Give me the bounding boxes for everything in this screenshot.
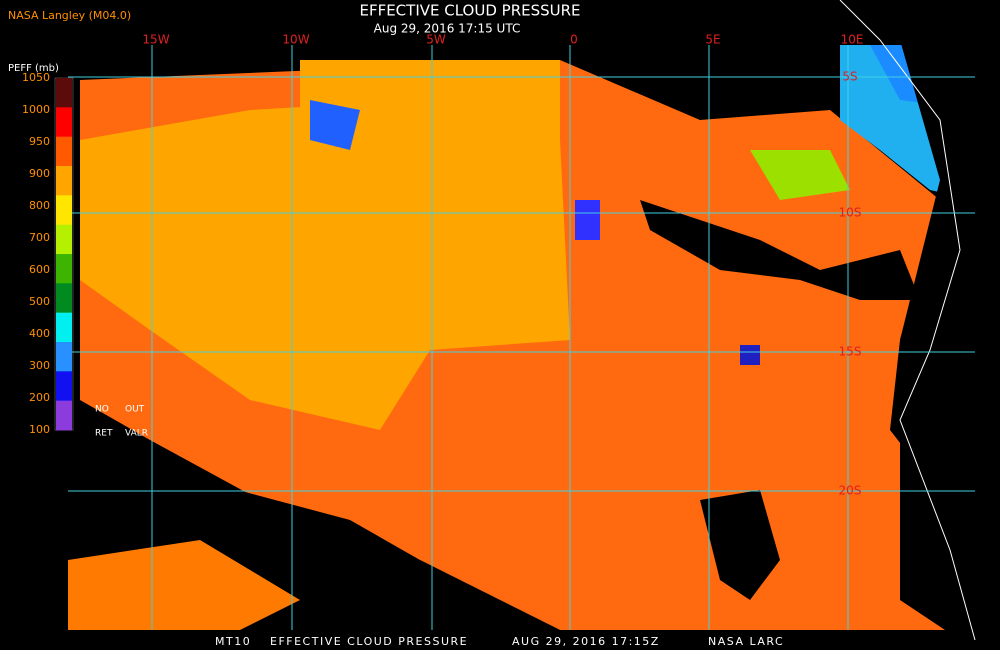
colorbar-tick-label: 900	[29, 167, 50, 180]
longitude-label: 5W	[426, 33, 446, 47]
longitude-label: 10W	[282, 33, 309, 47]
latitude-label: 15S	[839, 345, 862, 359]
colorbar-tick-label: 500	[29, 295, 50, 308]
satellite-image	[68, 0, 1000, 641]
colorbar-tick-label: 600	[29, 263, 50, 276]
colorbar-tick-label: 200	[29, 391, 50, 404]
legend-note: RET	[95, 429, 113, 439]
colorbar-tick-label: 950	[29, 135, 50, 148]
legend-label: PEFF (mb)	[8, 63, 59, 74]
colorbar-segment	[56, 195, 72, 226]
latitude-label: 20S	[839, 484, 862, 498]
colorbar-tick-label: 1000	[22, 103, 50, 116]
colorbar-tick-label: 800	[29, 199, 50, 212]
colorbar-segment	[56, 254, 72, 284]
longitude-label: 15W	[142, 33, 169, 47]
longitude-label: 5E	[705, 33, 720, 47]
colorbar-tick-label: 300	[29, 359, 50, 372]
colorbar-tick-label: 100	[29, 423, 50, 436]
subtitle: Aug 29, 2016 17:15 UTC	[374, 22, 521, 36]
footer-text: MT10	[215, 635, 251, 648]
title: EFFECTIVE CLOUD PRESSURE	[359, 2, 580, 20]
colorbar-segment	[56, 342, 72, 372]
colorbar-segment	[56, 371, 72, 402]
footer-text: AUG 29, 2016 17:15Z	[512, 635, 660, 648]
colorbar-tick-label: 700	[29, 231, 50, 244]
colorbar-segment	[56, 166, 72, 196]
colorbar-tick-label: 1050	[22, 71, 50, 84]
legend-note: OUT	[125, 405, 145, 415]
source: NASA Langley (M04.0)	[8, 9, 131, 22]
longitude-label: 10E	[841, 33, 864, 47]
colorbar-segment	[56, 312, 72, 343]
legend: 1050 1000 950 900 800 700 600 500 400 300 200 100 NO…	[22, 71, 148, 439]
footer: MT10 EFFECTIVE CLOUD PRESSURE AUG 29, 2016…	[215, 635, 784, 648]
colorbar-segment	[56, 283, 72, 314]
footer-text: NASA LARC	[708, 635, 784, 648]
footer-text: EFFECTIVE CLOUD PRESSURE	[270, 635, 468, 648]
latitude-label: 5S	[842, 70, 857, 84]
colorbar-segment	[56, 136, 72, 167]
latitude-label: 10S	[839, 206, 862, 220]
longitude-label: 0	[570, 33, 578, 47]
colorbar-segment	[56, 107, 72, 138]
legend-note: VALR	[125, 429, 148, 439]
colorbar-segment	[56, 224, 72, 255]
colorbar-tick-label: 400	[29, 327, 50, 340]
legend-note: NO	[95, 405, 109, 415]
colorbar-segment	[56, 400, 72, 431]
colorbar-segment	[56, 78, 72, 108]
lat-lon-grid: 15W 10W 5W 0 5E 10E 5S 10S 15S 20S	[68, 33, 975, 630]
